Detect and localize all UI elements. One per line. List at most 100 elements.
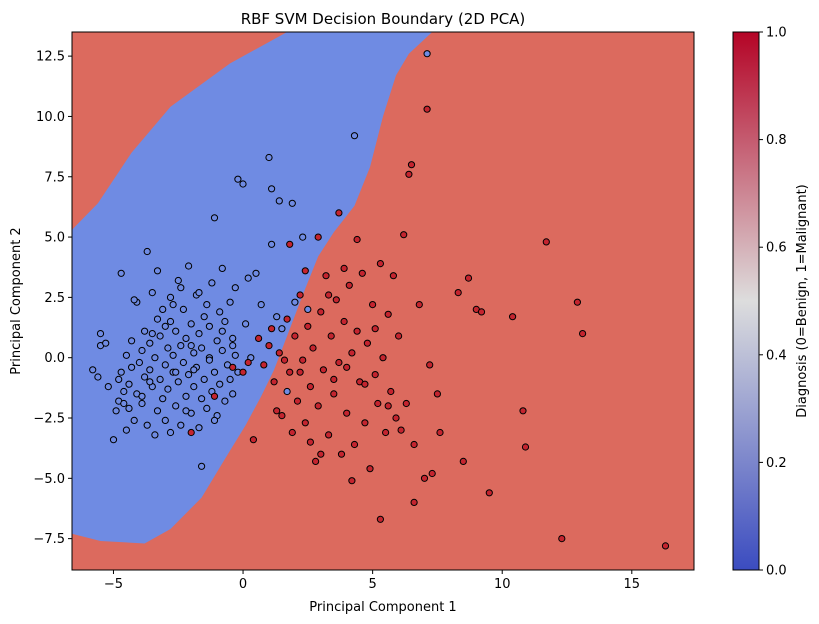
benign-point [200,313,208,321]
y-tick-label: −2.5 [33,412,65,427]
malignant-point [405,170,413,178]
malignant-point [382,428,390,437]
benign-point [244,274,252,282]
benign-point [164,385,172,393]
malignant-point [485,489,493,497]
benign-point [159,305,167,313]
malignant-point [255,334,263,342]
y-tick-label: 12.5 [36,50,65,65]
malignant-point [397,426,405,434]
malignant-point [464,274,473,282]
malignant-point [229,363,237,371]
benign-point [94,373,102,381]
malignant-point [330,390,338,398]
plot-frame [71,31,695,571]
malignant-point [371,371,379,379]
malignant-point [306,383,314,391]
malignant-point [283,315,291,323]
benign-point [151,431,159,439]
malignant-point [322,272,330,280]
benign-point [268,240,276,248]
benign-point [203,301,211,309]
malignant-point [312,457,320,465]
malignant-point [330,375,338,383]
malignant-point [376,260,384,268]
benign-point [89,366,97,374]
malignant-point [280,356,289,364]
malignant-point [426,361,434,369]
x-axis: −5 0 5 10 15 [104,570,640,592]
malignant-point [187,428,195,437]
malignant-point [291,332,299,340]
malignant-point [371,325,379,333]
benign-point [130,416,138,424]
malignant-point [415,301,423,309]
benign-point [185,262,193,270]
malignant-point [244,358,252,367]
malignant-point [384,402,392,410]
y-tick-label: −5.0 [33,472,65,487]
benign-point [177,284,185,292]
y-axis: −7.5 −5.0 −2.5 0.0 2.5 5.0 7.5 10.0 12.5 [33,50,72,547]
benign-point [166,428,175,437]
x-tick-label: 10 [494,577,511,592]
benign-point [130,296,138,304]
benign-point [200,375,208,383]
benign-point [205,322,213,330]
benign-point [125,380,133,388]
benign-point [234,175,242,183]
benign-point [104,383,112,391]
benign-point [138,346,146,355]
malignant-point [309,344,317,352]
benign-point [179,358,187,367]
benign-point [120,399,128,408]
malignant-point [304,322,312,330]
benign-point [161,416,169,424]
malignant-point [433,390,441,398]
benign-point [182,334,190,342]
colorbar-ticks: 0.0 0.2 0.4 0.6 0.8 1.0 [759,26,787,579]
benign-point [190,366,198,374]
benign-point [161,322,169,330]
malignant-point [340,264,348,272]
y-tick-label: 0.0 [44,351,65,366]
benign-point [172,368,180,376]
benign-point [221,317,229,326]
benign-point [169,351,177,359]
benign-point [195,330,203,338]
benign-point [141,327,149,335]
benign-point [213,337,221,345]
benign-point [148,330,156,338]
malignant-point [508,313,517,321]
benign-point [164,344,172,352]
benign-point [148,289,156,297]
benign-point [179,305,187,313]
benign-point [205,356,213,364]
scatter-points [89,50,670,550]
x-tick-label: −5 [104,577,123,592]
malignant-point [420,474,429,482]
malignant-point [542,238,550,246]
malignant-point [317,450,325,458]
benign-point [291,298,299,306]
malignant-point [459,457,467,465]
benign-point [231,351,239,359]
y-tick-label: 10.0 [36,110,65,125]
malignant-point [521,443,530,451]
chart-title: RBF SVM Decision Boundary (2D PCA) [241,10,526,28]
benign-point [128,363,136,371]
benign-point [216,308,224,316]
malignant-point [319,366,327,374]
malignant-point [210,392,219,400]
benign-point [146,339,154,347]
malignant-point [361,419,369,427]
benign-point [257,301,265,309]
benign-point [187,320,195,328]
benign-point [218,264,226,272]
benign-point [187,342,195,350]
malignant-point [436,428,444,437]
colorbar-tick-label: 0.0 [766,564,787,579]
benign-point [169,301,177,309]
malignant-point [268,325,276,333]
benign-point [153,407,162,415]
